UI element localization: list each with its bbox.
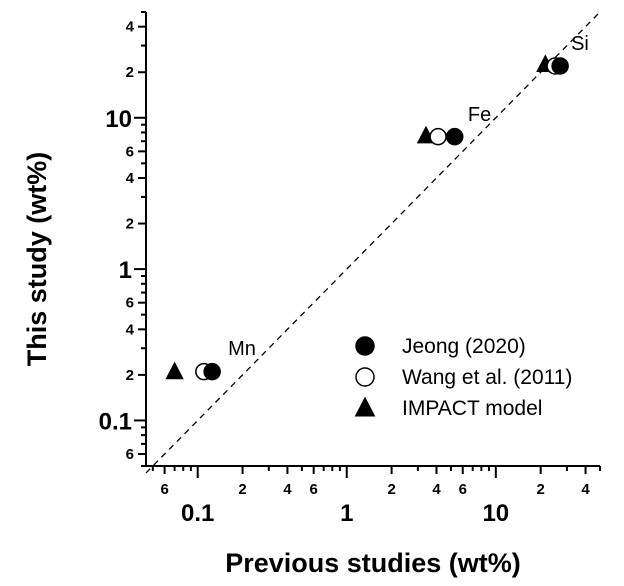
y-minor-tick-label: 2 xyxy=(126,216,134,233)
data-point-filled-circle xyxy=(203,362,221,381)
x-major-tick-label: 1 xyxy=(340,500,353,527)
y-minor-tick-label: 4 xyxy=(126,170,135,187)
x-minor-tick-label: 4 xyxy=(432,481,441,498)
x-major-tick-label: 10 xyxy=(482,500,509,527)
legend-entry-label: Wang et al. (2011) xyxy=(402,366,572,389)
x-minor-tick-label: 2 xyxy=(537,481,545,498)
x-axis-label: Previous studies (wt%) xyxy=(225,548,521,578)
legend-marker-filled-circle xyxy=(355,336,375,356)
y-minor-tick-label: 4 xyxy=(126,321,135,338)
element-label: Si xyxy=(571,33,589,55)
x-minor-tick-label: 6 xyxy=(459,481,467,498)
y-minor-tick-label: 6 xyxy=(126,295,134,312)
x-minor-tick-label: 6 xyxy=(160,481,168,498)
x-minor-tick-label: 4 xyxy=(581,481,590,498)
data-point-open-circle xyxy=(429,127,447,146)
data-point-filled-circle xyxy=(445,127,464,146)
legend-entry-label: IMPACT model xyxy=(402,397,542,420)
legend-marker-open-circle xyxy=(355,367,375,387)
y-axis-ticks: 6 2 4 6 2 4 6 2 4 0.1 1 10 xyxy=(99,11,146,467)
y-major-tick-label: 0.1 xyxy=(99,408,132,435)
y-major-tick-label: 1 xyxy=(119,257,132,284)
data-point-filled-triangle xyxy=(165,361,184,380)
y-minor-tick-label: 4 xyxy=(126,19,135,36)
element-label: Fe xyxy=(468,104,491,126)
x-axis-ticks: 6 2 4 6 2 4 6 2 4 0.1 1 10 xyxy=(151,466,601,527)
data-point-filled-circle xyxy=(551,57,569,75)
y-minor-tick-label: 6 xyxy=(126,143,134,160)
legend: Jeong (2020) Wang et al. (2011) IMPACT mod… xyxy=(354,335,572,420)
x-minor-tick-label: 4 xyxy=(283,481,292,498)
legend-entry-label: Jeong (2020) xyxy=(402,335,526,358)
y-axis-label: This study (wt%) xyxy=(22,152,52,367)
x-minor-tick-label: 6 xyxy=(310,481,318,498)
x-minor-tick-label: 2 xyxy=(387,481,395,498)
element-label: Mn xyxy=(228,338,256,360)
reference-line-1to1 xyxy=(145,11,601,474)
y-minor-tick-label: 2 xyxy=(126,367,134,384)
element-labels: Mn Fe Si xyxy=(228,33,589,360)
y-major-tick-label: 10 xyxy=(105,106,132,133)
y-minor-tick-label: 2 xyxy=(126,64,134,81)
x-major-tick-label: 0.1 xyxy=(181,500,214,527)
y-minor-tick-label: 6 xyxy=(126,446,134,463)
x-minor-tick-label: 2 xyxy=(238,481,246,498)
data-points xyxy=(165,54,569,381)
legend-marker-filled-triangle xyxy=(354,396,376,417)
